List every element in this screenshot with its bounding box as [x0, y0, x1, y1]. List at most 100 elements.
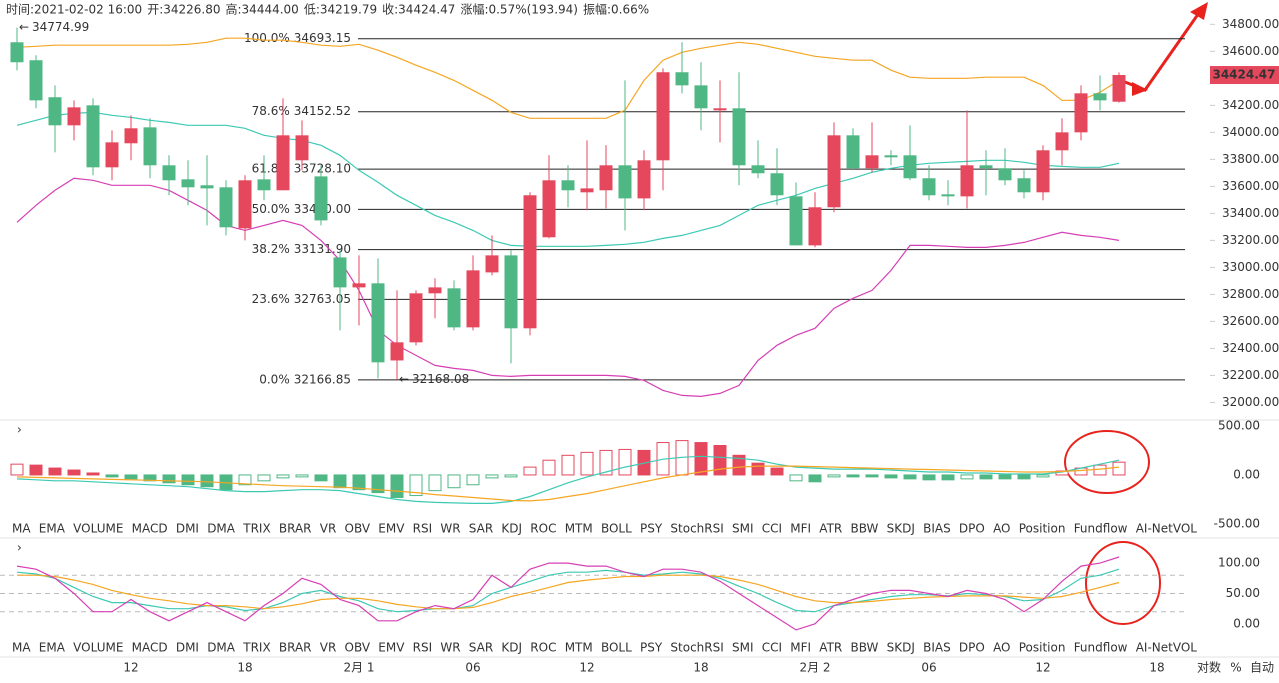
indicator-tab[interactable]: BOLL	[601, 641, 632, 655]
indicator-tab[interactable]: Fundflow	[1074, 641, 1128, 655]
indicator-tab[interactable]: WR	[440, 641, 460, 655]
indicator-tab[interactable]: BBW	[850, 641, 878, 655]
scale-option[interactable]: 对数	[1197, 660, 1221, 675]
indicator-tab[interactable]: VR	[320, 641, 337, 655]
candle-body	[637, 160, 651, 199]
y-tick-label: 100.00	[1218, 556, 1260, 570]
kdj-line	[16, 556, 1120, 631]
candle-body	[542, 180, 556, 238]
indicator-tab[interactable]: PSY	[640, 522, 663, 536]
indicator-tab[interactable]: SAR	[469, 641, 493, 655]
indicator-tab[interactable]: AI-NetVOL	[1136, 522, 1198, 536]
indicator-tab[interactable]: RSI	[413, 641, 433, 655]
indicator-tab[interactable]: MFI	[790, 522, 811, 536]
indicator-tab[interactable]: AI-NetVOL	[1136, 641, 1198, 655]
indicator-tab[interactable]: KDJ	[501, 522, 522, 536]
indicator-tab[interactable]: KDJ	[501, 641, 522, 655]
indicator-tab[interactable]: DMI	[176, 641, 199, 655]
indicator-tab[interactable]: SMI	[732, 522, 754, 536]
macd-bar	[276, 474, 290, 479]
indicator-tab[interactable]: AO	[993, 641, 1010, 655]
indicator-tab[interactable]: DPO	[959, 522, 985, 536]
y-tick-label: 34000.00	[1222, 125, 1279, 139]
candle-body	[694, 85, 708, 109]
indicator-tab[interactable]: DMA	[207, 522, 236, 536]
scale-option[interactable]: 自动	[1250, 661, 1274, 675]
indicator-tab[interactable]: CCI	[762, 641, 782, 655]
candle-body	[29, 60, 43, 101]
indicator-tab[interactable]: MACD	[132, 641, 168, 655]
indicator-tab[interactable]: OBV	[345, 522, 371, 536]
y-tick-label: 32000.00	[1222, 395, 1279, 409]
indicator-tab[interactable]: BRAR	[279, 522, 312, 536]
x-tick-label: 06	[465, 661, 480, 675]
y-tick-label: 0.00	[1233, 616, 1260, 630]
indicator-tab[interactable]: ROC	[530, 641, 556, 655]
fib-value: 34693.15	[294, 31, 351, 45]
indicator-tab[interactable]: SMI	[732, 641, 754, 655]
indicator-tab[interactable]: DMI	[176, 522, 199, 536]
header-value: 34424.47	[398, 3, 455, 17]
macd-bar	[314, 474, 328, 482]
indicator-tab[interactable]: DPO	[959, 641, 985, 655]
y-tick-label: 0.00	[1233, 467, 1260, 481]
collapse-icon[interactable]: ›	[17, 423, 22, 437]
header-value: 0.66%	[611, 3, 649, 17]
indicator-tab[interactable]: PSY	[640, 641, 663, 655]
indicator-tab[interactable]: DMA	[207, 641, 236, 655]
indicator-tab[interactable]: VR	[320, 522, 337, 536]
indicator-tab[interactable]: SKDJ	[887, 522, 915, 536]
indicator-tab[interactable]: TRIX	[242, 641, 270, 655]
indicator-tab[interactable]: Position	[1019, 641, 1066, 655]
indicator-tab[interactable]: EMA	[39, 641, 66, 655]
low-label: 32168.08	[412, 372, 469, 386]
indicator-tab[interactable]: MA	[12, 641, 31, 655]
indicator-tab[interactable]: Position	[1019, 522, 1066, 536]
fib-ratio: 100.0%	[244, 31, 290, 45]
indicator-tab[interactable]: StochRSI	[670, 522, 723, 536]
macd-bar	[390, 474, 404, 499]
x-tick-label: 12	[579, 661, 594, 675]
indicator-tab[interactable]: BBW	[850, 522, 878, 536]
candle-body	[485, 255, 499, 273]
indicator-tab[interactable]: MACD	[132, 522, 168, 536]
indicator-tab[interactable]: TRIX	[242, 522, 270, 536]
indicator-tab[interactable]: CCI	[762, 522, 782, 536]
candle-body	[903, 155, 917, 179]
indicator-tab[interactable]: MFI	[790, 641, 811, 655]
indicator-tab[interactable]: ATR	[819, 641, 842, 655]
indicator-tab[interactable]: WR	[440, 522, 460, 536]
fib-ratio: 38.2%	[252, 242, 290, 256]
indicator-tab[interactable]: MTM	[565, 522, 593, 536]
indicator-tab[interactable]: ROC	[530, 522, 556, 536]
macd-bar	[979, 474, 993, 480]
indicator-tab[interactable]: VOLUME	[73, 522, 123, 536]
indicator-tab[interactable]: MA	[12, 522, 31, 536]
x-tick-label: 06	[921, 661, 936, 675]
indicator-tab[interactable]: OBV	[345, 641, 371, 655]
highlight-circle	[1064, 430, 1150, 494]
indicator-tab[interactable]: StochRSI	[670, 641, 723, 655]
overlay-line	[16, 177, 1120, 398]
candle-body	[409, 293, 423, 343]
indicator-tab[interactable]: RSI	[413, 522, 433, 536]
indicator-tab[interactable]: BIAS	[923, 641, 951, 655]
indicator-tab[interactable]: MTM	[565, 641, 593, 655]
indicator-tab[interactable]: VOLUME	[73, 641, 123, 655]
indicator-tab[interactable]: BOLL	[601, 522, 632, 536]
candle-body	[466, 270, 480, 328]
indicator-tab[interactable]: BRAR	[279, 641, 312, 655]
macd-bar	[903, 474, 917, 480]
indicator-tab[interactable]: AO	[993, 522, 1010, 536]
indicator-tab[interactable]: SAR	[469, 522, 493, 536]
indicator-tab[interactable]: EMV	[378, 641, 405, 655]
macd-bar	[67, 469, 81, 476]
indicator-tab[interactable]: Fundflow	[1074, 522, 1128, 536]
collapse-icon[interactable]: ›	[17, 541, 22, 555]
indicator-tab[interactable]: ATR	[819, 522, 842, 536]
indicator-tab[interactable]: SKDJ	[887, 641, 915, 655]
indicator-tab[interactable]: EMV	[378, 522, 405, 536]
indicator-tab[interactable]: EMA	[39, 522, 66, 536]
indicator-tab[interactable]: BIAS	[923, 522, 951, 536]
scale-option[interactable]: %	[1230, 661, 1241, 675]
